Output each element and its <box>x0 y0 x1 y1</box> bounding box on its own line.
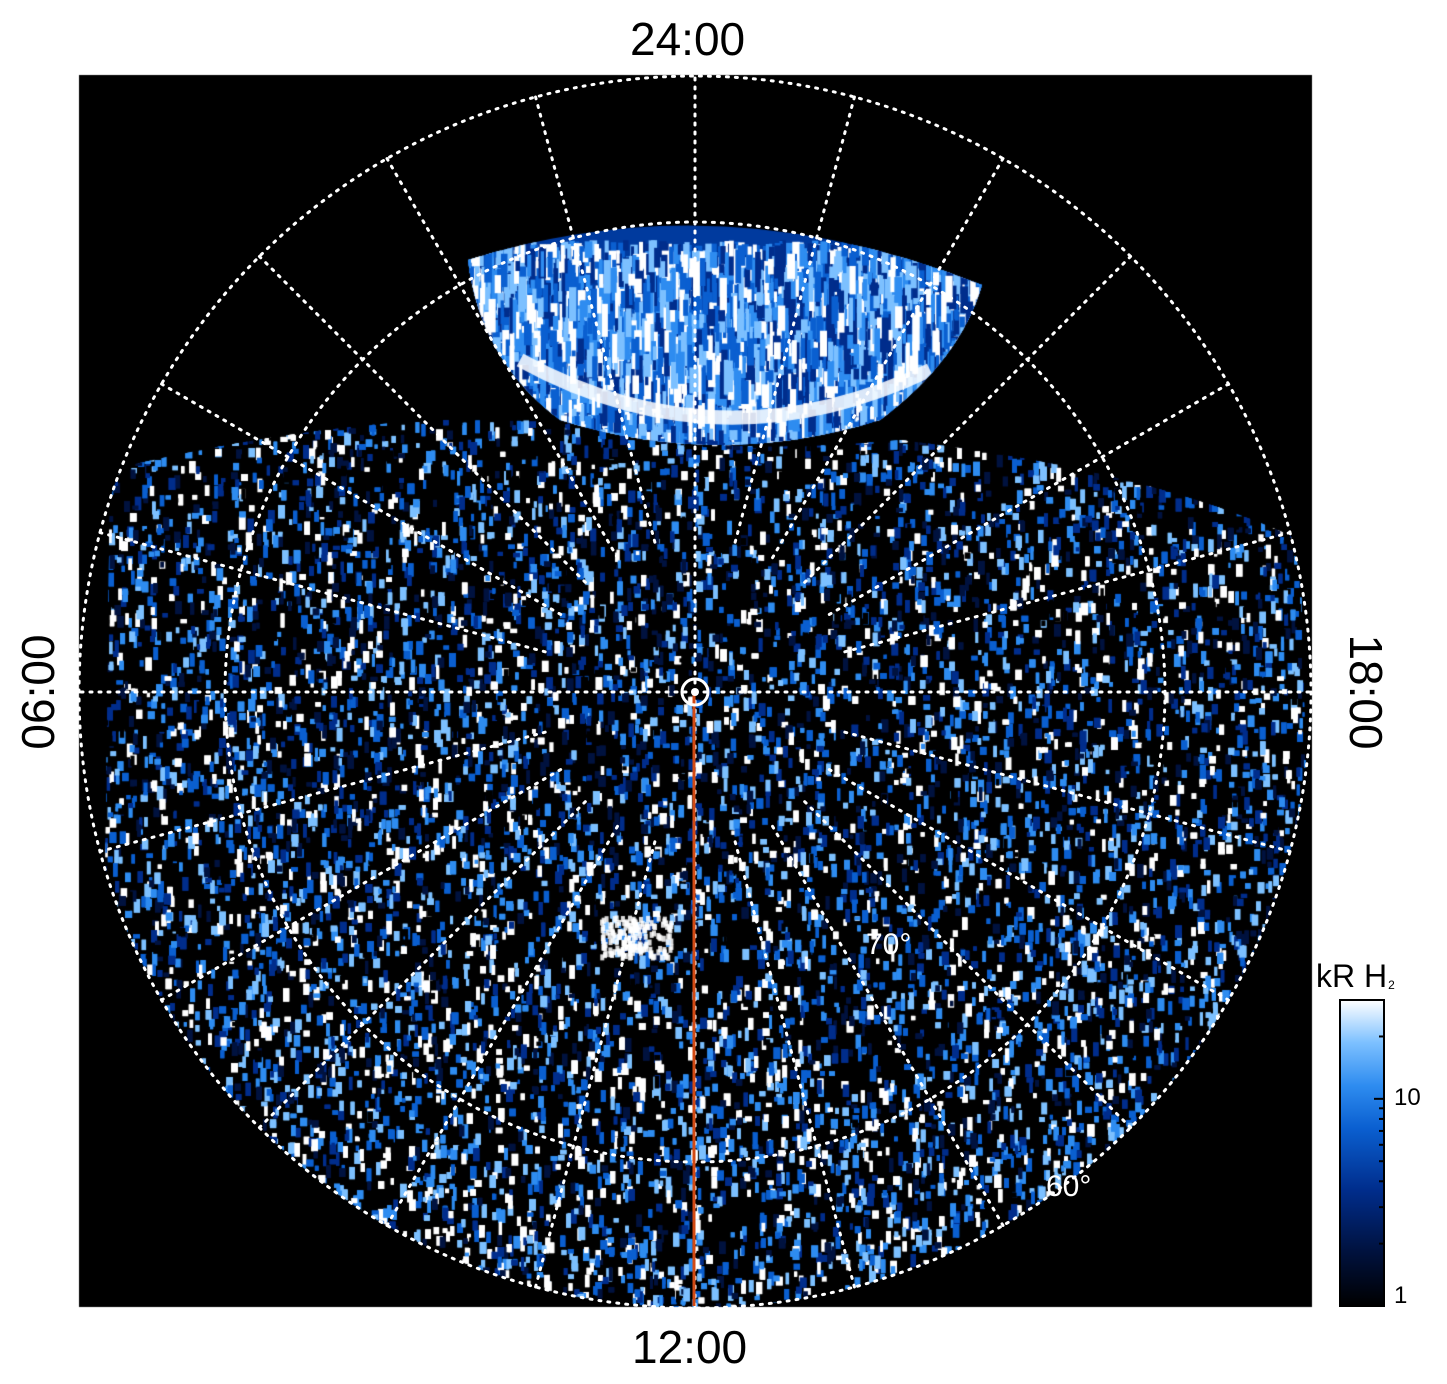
local-time-label-top: 24:00 <box>630 13 746 65</box>
latitude-label-60: 60° <box>1046 1170 1092 1203</box>
colorbar <box>1339 999 1385 1307</box>
meridian-grid-line <box>257 254 587 584</box>
meridian-grid-line <box>534 95 657 544</box>
colorbar-title: kR H2 <box>1316 958 1395 995</box>
meridian-grid-line <box>98 531 547 654</box>
meridian-grid-line <box>257 800 587 1130</box>
local-time-label-bottom: 12:00 <box>632 1321 748 1373</box>
meridian-grid-line <box>733 95 856 544</box>
local-time-label-left: 06:00 <box>12 634 64 750</box>
colorbar-tick-label-1: 1 <box>1394 1282 1408 1309</box>
colorbar-title-subscript: 2 <box>1388 978 1395 992</box>
meridian-grid-line <box>733 840 856 1289</box>
meridian-grid-line <box>843 531 1292 654</box>
local-time-label-right: 18:00 <box>1340 634 1392 750</box>
pole-marker-inner <box>691 688 699 696</box>
colorbar-tick-label-10: 10 <box>1394 1084 1421 1111</box>
colorbar-ticks <box>1374 999 1384 1307</box>
meridian-grid-line <box>803 254 1133 584</box>
meridian-grid-line <box>98 730 547 853</box>
meridian-grid-line <box>534 840 657 1289</box>
pole-marker-outer <box>680 677 710 707</box>
colorbar-title-main: kR H <box>1316 958 1388 994</box>
meridian-grid-line <box>843 730 1292 853</box>
latitude-circle-60 <box>77 74 1313 1310</box>
meridian-grid-line <box>803 800 1133 1130</box>
latitude-label-70: 70° <box>866 928 912 961</box>
